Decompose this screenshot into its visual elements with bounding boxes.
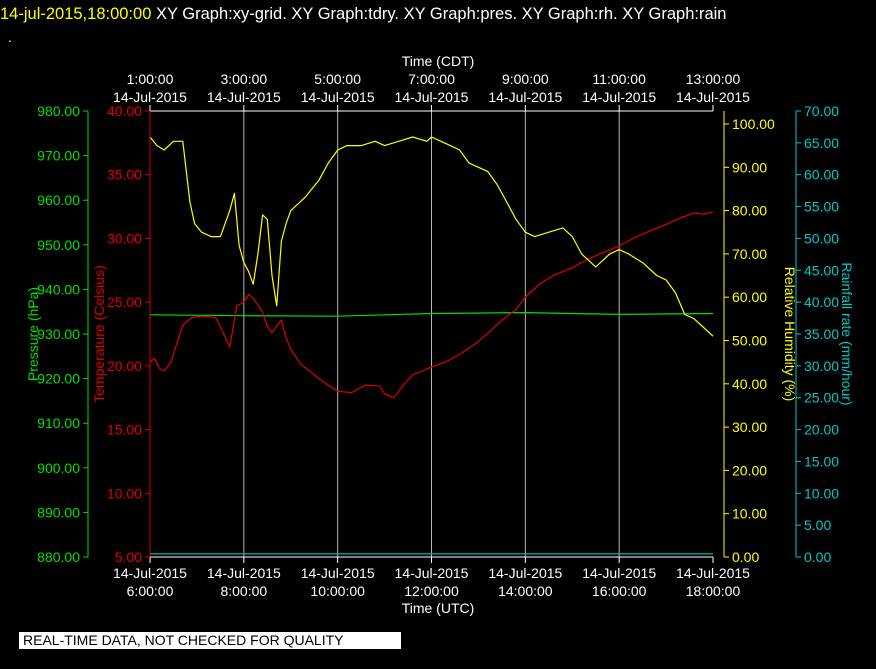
pressure-tick-label: 920.00	[37, 371, 80, 387]
rain-tick-label: 15.00	[804, 453, 839, 469]
bottom-tick-label-time: 16:00:00	[592, 583, 647, 599]
bottom-tick-label-time: 6:00:00	[127, 583, 174, 599]
bottom-tick-label-time: 12:00:00	[404, 583, 459, 599]
bottom-tick-label-date: 14-Jul-2015	[676, 565, 750, 581]
top-axis-title: Time (CDT)	[402, 53, 475, 69]
pressure-tick-label: 910.00	[37, 415, 80, 431]
bottom-tick-label-date: 14-Jul-2015	[488, 565, 562, 581]
temperature-tick-label: 5.00	[115, 549, 142, 565]
bottom-tick-label-date: 14-Jul-2015	[207, 565, 281, 581]
header-graph-tdry: XY Graph:tdry.	[291, 5, 400, 23]
temperature-tick-label: 30.00	[107, 230, 142, 246]
humidity-tick-label: 70.00	[732, 246, 767, 262]
top-tick-label-date: 14-Jul-2015	[676, 89, 750, 105]
humidity-tick-label: 60.00	[732, 289, 767, 305]
rain-tick-label: 0.00	[804, 549, 831, 565]
temperature-series-line	[149, 211, 714, 399]
bottom-tick-label-time: 14:00:00	[498, 583, 553, 599]
rain-tick-label: 20.00	[804, 422, 839, 438]
top-tick-label-time: 3:00:00	[220, 71, 267, 87]
humidity-tick-label: 30.00	[732, 419, 767, 435]
humidity-tick-label: 90.00	[732, 159, 767, 175]
header-graph-rain: XY Graph:rain	[622, 5, 727, 23]
header-graph-xy-grid: XY Graph:xy-grid.	[155, 5, 287, 23]
top-tick-label-date: 14-Jul-2015	[582, 89, 656, 105]
temperature-tick-label: 40.00	[107, 103, 142, 119]
bottom-tick-label-time: 8:00:00	[220, 583, 267, 599]
bottom-tick-label-date: 14-Jul-2015	[582, 565, 656, 581]
rain-tick-label: 65.00	[804, 135, 839, 151]
pressure-tick-label: 980.00	[37, 103, 80, 119]
rain-axis-title: Rainfall rate (mm/hour)	[839, 262, 855, 405]
bottom-tick-label-date: 14-Jul-2015	[301, 565, 375, 581]
pressure-tick-label: 940.00	[37, 281, 80, 297]
temperature-tick-label: 20.00	[107, 358, 142, 374]
top-tick-label-time: 13:00:00	[686, 71, 741, 87]
temperature-tick-label: 15.00	[107, 422, 142, 438]
humidity-tick-label: 0.00	[732, 549, 759, 565]
rain-tick-label: 45.00	[804, 262, 839, 278]
humidity-tick-label: 10.00	[732, 506, 767, 522]
humidity-series-line	[149, 136, 714, 337]
pressure-tick-label: 960.00	[37, 192, 80, 208]
header-graph-rh: XY Graph:rh.	[521, 5, 618, 23]
pressure-tick-label: 930.00	[37, 326, 80, 342]
bottom-tick-label-time: 18:00:00	[686, 583, 741, 599]
bottom-tick-label-time: 10:00:00	[310, 583, 365, 599]
rain-tick-label: 60.00	[804, 167, 839, 183]
pressure-tick-label: 900.00	[37, 460, 80, 476]
rain-tick-label: 35.00	[804, 326, 839, 342]
top-tick-label-time: 11:00:00	[592, 71, 646, 87]
humidity-axis-title: Relative Humidity (%)	[782, 267, 798, 402]
humidity-tick-label: 50.00	[732, 332, 767, 348]
top-tick-label-date: 14-Jul-2015	[113, 89, 187, 105]
temperature-tick-label: 25.00	[107, 294, 142, 310]
humidity-tick-label: 100.00	[732, 116, 775, 132]
rain-tick-label: 40.00	[804, 294, 839, 310]
top-tick-label-time: 5:00:00	[314, 71, 361, 87]
pressure-axis-title: Pressure (hPa)	[25, 287, 41, 381]
top-tick-label-time: 7:00:00	[408, 71, 455, 87]
rain-tick-label: 10.00	[804, 485, 839, 501]
rain-tick-label: 5.00	[804, 517, 831, 533]
bottom-axis-title: Time (UTC)	[402, 600, 475, 616]
quality-notice: REAL-TIME DATA, NOT CHECKED FOR QUALITY	[19, 632, 401, 649]
rain-tick-label: 70.00	[804, 103, 839, 119]
axes: 1:00:00 14-Jul-2015 3:00:00 14-Jul-2015 5:00…	[25, 71, 855, 599]
rain-tick-label: 55.00	[804, 199, 839, 215]
bottom-tick-label-date: 14-Jul-2015	[113, 565, 187, 581]
header-dot: .	[8, 29, 12, 45]
rain-tick-label: 50.00	[804, 230, 839, 246]
temperature-axis-title: Temperature (Celsius)	[91, 265, 107, 403]
top-tick-label-date: 14-Jul-2015	[488, 89, 562, 105]
humidity-tick-label: 80.00	[732, 203, 767, 219]
pressure-tick-label: 880.00	[37, 549, 80, 565]
header-graph-pres: XY Graph:pres.	[403, 5, 518, 23]
graph-header: 14-jul-2015,18:00:00 XY Graph:xy-grid. X…	[0, 3, 726, 25]
pressure-series-line	[149, 312, 714, 317]
pressure-tick-label: 970.00	[37, 148, 80, 164]
bottom-tick-label-date: 14-Jul-2015	[395, 565, 469, 581]
top-tick-label-date: 14-Jul-2015	[301, 89, 375, 105]
humidity-tick-label: 40.00	[732, 376, 767, 392]
grid-lines	[243, 111, 620, 557]
humidity-tick-label: 20.00	[732, 462, 767, 478]
top-tick-label-date: 14-Jul-2015	[207, 89, 281, 105]
temperature-tick-label: 10.00	[107, 485, 142, 501]
pressure-tick-label: 890.00	[37, 504, 80, 520]
data-series	[149, 136, 714, 555]
header-timestamp: 14-jul-2015,18:00:00	[0, 5, 152, 23]
top-tick-label-time: 9:00:00	[502, 71, 549, 87]
temperature-tick-label: 35.00	[107, 167, 142, 183]
rain-tick-label: 25.00	[804, 390, 839, 406]
pressure-tick-label: 950.00	[37, 237, 80, 253]
rain-tick-label: 30.00	[804, 358, 839, 374]
top-tick-label-date: 14-Jul-2015	[395, 89, 469, 105]
top-tick-label-time: 1:00:00	[127, 71, 174, 87]
